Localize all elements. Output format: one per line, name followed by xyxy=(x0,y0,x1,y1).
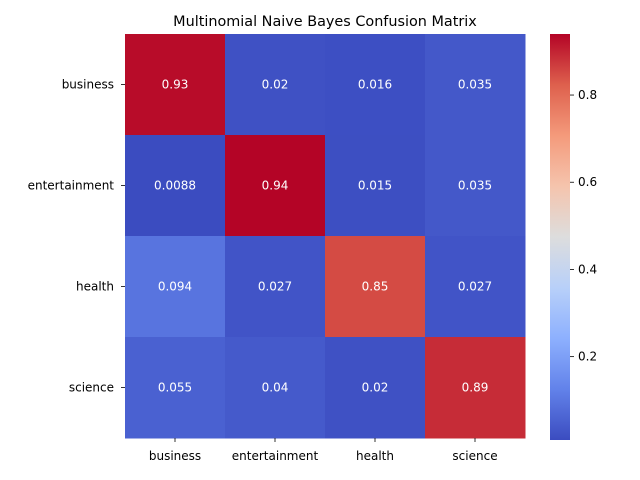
cell-value-label: 0.85 xyxy=(362,280,389,294)
heatmap-cell-1-3 xyxy=(425,135,526,237)
cell-value-label: 0.94 xyxy=(262,179,289,193)
cell-value-label: 0.027 xyxy=(458,280,492,294)
cell-value-label: 0.016 xyxy=(358,78,392,92)
colorbar xyxy=(550,34,570,440)
y-tick-label: science xyxy=(69,381,114,395)
colorbar-tick-label: 0.4 xyxy=(578,262,597,276)
heatmap-cell-3-2 xyxy=(325,337,426,439)
heatmap-cell-2-3 xyxy=(425,236,526,338)
y-axis-ticks: business entertainment health science xyxy=(28,78,125,395)
cell-value-label: 0.094 xyxy=(158,280,192,294)
heatmap-cells: 0.93 0.02 0.016 0.035 0.0088 0.94 0.015 0.035 0.… xyxy=(125,34,526,439)
heatmap-cell-0-3 xyxy=(425,34,526,136)
heatmap-cell-2-2 xyxy=(325,236,426,338)
cell-value-label: 0.035 xyxy=(458,179,492,193)
heatmap-cell-0-0 xyxy=(125,34,226,136)
cell-value-label: 0.02 xyxy=(362,381,389,395)
cell-value-label: 0.89 xyxy=(462,381,489,395)
colorbar-tick-label: 0.8 xyxy=(578,88,597,102)
cell-value-label: 0.04 xyxy=(262,381,289,395)
x-tick-label: health xyxy=(356,449,394,463)
heatmap-cell-1-0 xyxy=(125,135,226,237)
cell-value-label: 0.055 xyxy=(158,381,192,395)
x-tick-label: business xyxy=(149,449,201,463)
cell-value-label: 0.015 xyxy=(358,179,392,193)
colorbar-tick-label: 0.2 xyxy=(578,350,597,364)
y-tick-label: business xyxy=(62,78,114,92)
heatmap-cell-2-1 xyxy=(225,236,326,338)
y-tick-label: entertainment xyxy=(28,179,115,193)
cell-value-label: 0.02 xyxy=(262,78,289,92)
cell-value-label: 0.035 xyxy=(458,78,492,92)
heatmap-cell-0-2 xyxy=(325,34,426,136)
heatmap-cell-3-3 xyxy=(425,337,526,439)
cell-value-label: 0.0088 xyxy=(154,179,196,193)
heatmap-cell-3-0 xyxy=(125,337,226,439)
x-tick-label: science xyxy=(452,449,497,463)
x-tick-label: entertainment xyxy=(232,449,319,463)
x-axis-ticks: business entertainment health science xyxy=(149,438,498,463)
chart-title: Multinomial Naive Bayes Confusion Matrix xyxy=(173,14,477,30)
heatmap-cell-1-2 xyxy=(325,135,426,237)
colorbar-ticks: 0.2 0.4 0.6 0.8 xyxy=(570,88,597,364)
heatmap-cell-2-0 xyxy=(125,236,226,338)
cell-value-label: 0.027 xyxy=(258,280,292,294)
cell-value-label: 0.93 xyxy=(162,78,189,92)
y-tick-label: health xyxy=(76,280,114,294)
heatmap-cell-0-1 xyxy=(225,34,326,136)
heatmap-cell-3-1 xyxy=(225,337,326,439)
heatmap-cell-1-1 xyxy=(225,135,326,237)
colorbar-tick-label: 0.6 xyxy=(578,175,597,189)
